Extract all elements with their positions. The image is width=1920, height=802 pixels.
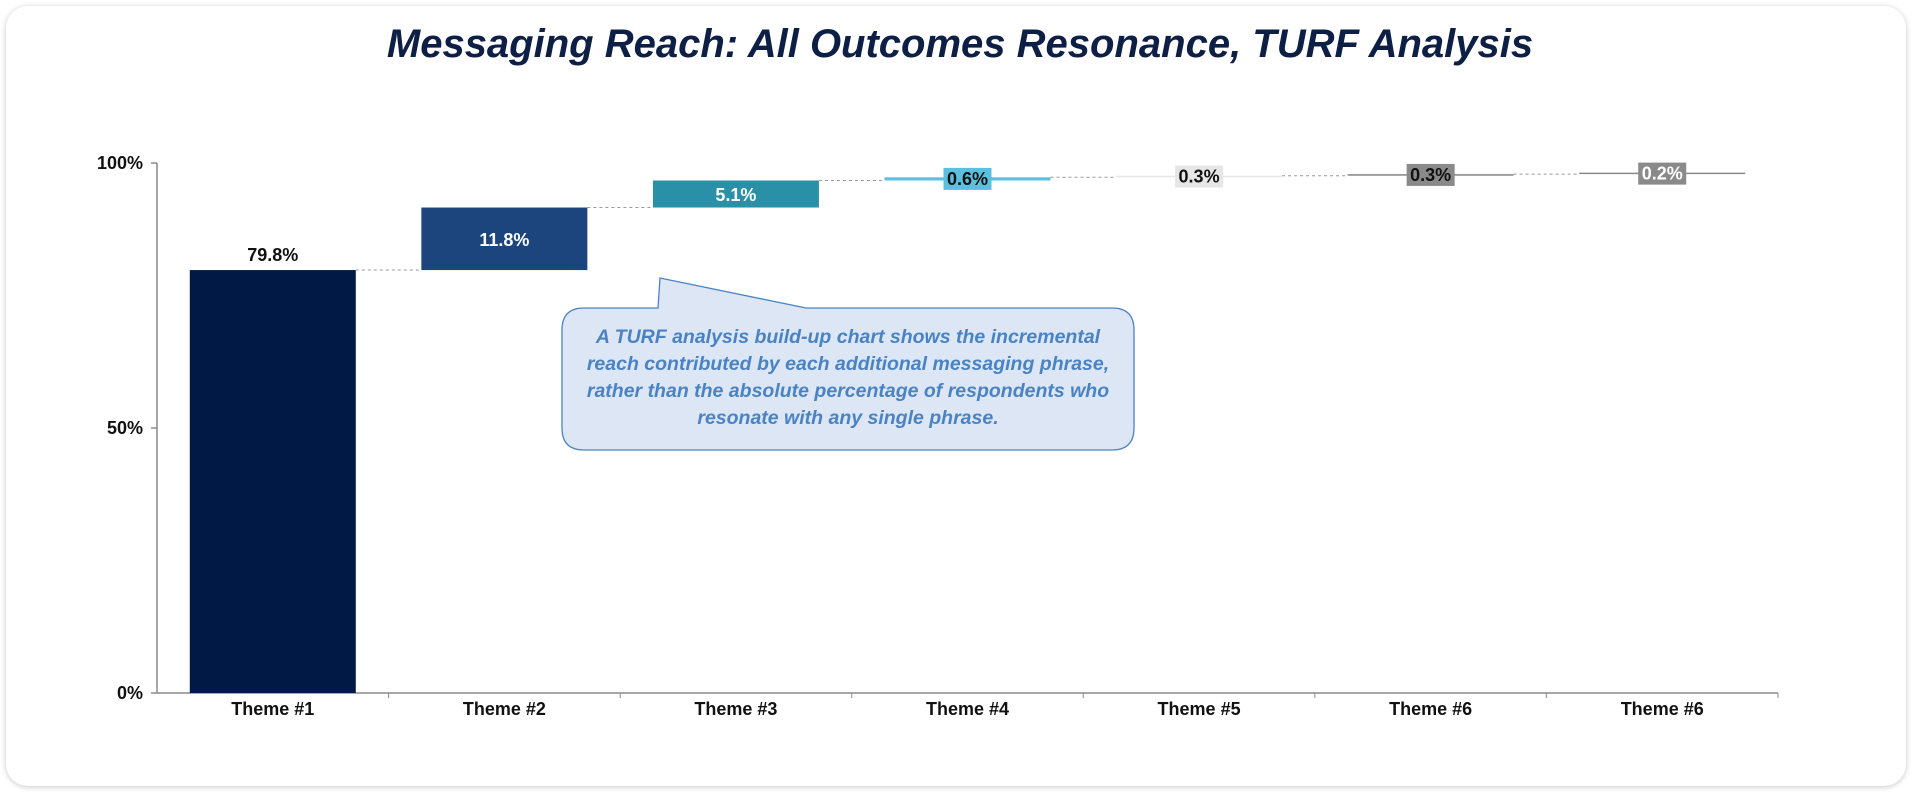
bar xyxy=(652,180,819,208)
y-tick-label: 50% xyxy=(107,418,143,438)
data-label-background xyxy=(1638,162,1687,185)
x-tick-label: Theme #1 xyxy=(231,699,314,719)
data-label-background xyxy=(1406,163,1455,186)
bars xyxy=(189,172,1746,693)
data-label: 0.3% xyxy=(1179,167,1220,187)
x-tick-label: Theme #6 xyxy=(1621,699,1704,719)
x-tick-label: Theme #5 xyxy=(1158,699,1241,719)
data-label-background xyxy=(1175,165,1224,188)
connectors xyxy=(355,173,1580,271)
chart-title: Messaging Reach: All Outcomes Resonance,… xyxy=(386,22,1534,66)
callout-text: A TURF analysis build-up chart shows the… xyxy=(586,326,1110,429)
data-label: 0.6% xyxy=(947,169,988,189)
callout-bubble xyxy=(561,277,1135,451)
data-label: 79.8% xyxy=(247,245,298,265)
callout-shape xyxy=(561,277,1135,451)
data-label: 11.8% xyxy=(479,230,529,250)
data-label: 0.2% xyxy=(1642,164,1683,184)
x-tick-label: Theme #4 xyxy=(926,699,1009,719)
data-labels: 79.8% 11.8% 5.1% 0.6% 0.3% 0.3% 0.2% xyxy=(247,162,1687,265)
x-tick-label: Theme #2 xyxy=(463,699,546,719)
x-tick-label: Theme #3 xyxy=(694,699,777,719)
bar xyxy=(421,207,588,271)
data-label-background xyxy=(943,167,992,190)
x-tick-label: Theme #6 xyxy=(1389,699,1472,719)
data-label: 5.1% xyxy=(715,185,756,205)
bar xyxy=(189,270,356,693)
y-tick-label: 100% xyxy=(97,153,143,173)
y-tick-label: 0% xyxy=(117,683,143,703)
data-label: 0.3% xyxy=(1410,165,1451,185)
axes: 0% 50% 100% Theme #1 Theme #2 Theme #3 Theme #… xyxy=(97,153,1779,719)
